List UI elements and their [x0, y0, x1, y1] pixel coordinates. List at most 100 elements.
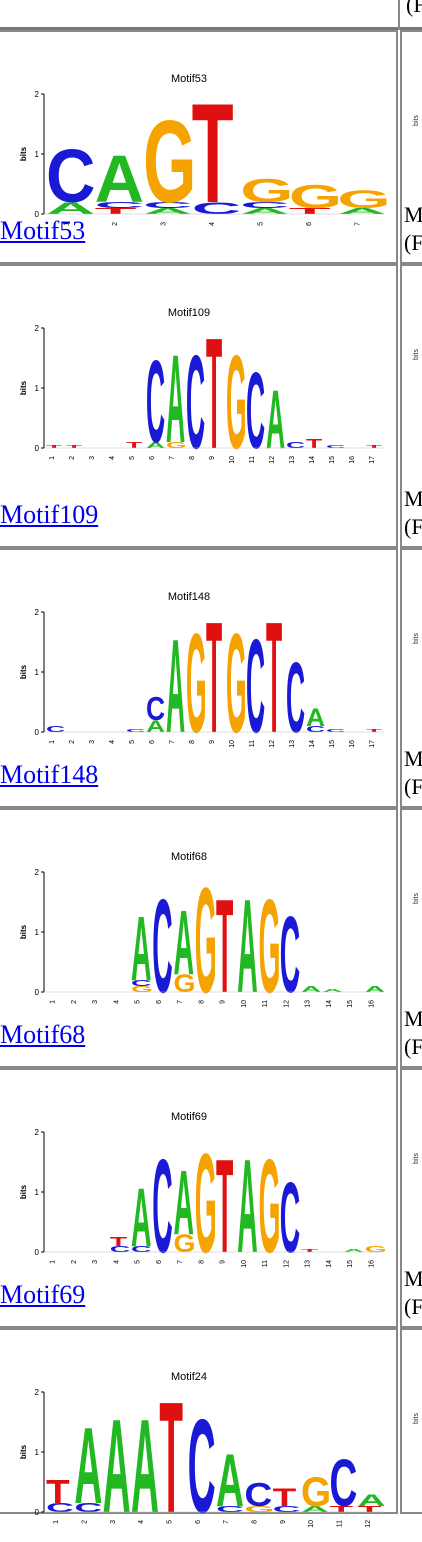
- y-tick-label: 0: [35, 1508, 40, 1517]
- motif-link[interactable]: Motif148: [0, 760, 99, 789]
- x-tick-label: 4: [138, 1520, 145, 1524]
- x-tick-label: 1: [49, 740, 56, 744]
- logo-letter-a: A: [237, 1133, 257, 1281]
- logo-letter-a: A: [266, 374, 285, 467]
- adjacent-y-axis-label: bits: [412, 893, 420, 904]
- x-tick-label: 5: [135, 1000, 142, 1004]
- logo-letter-g: G: [244, 1505, 274, 1514]
- x-tick-label: 10: [241, 1000, 248, 1008]
- logo-letter-g: G: [259, 1133, 281, 1281]
- logo-letter-c: C: [216, 1505, 244, 1514]
- logo-letter-g: G: [186, 604, 207, 762]
- x-tick-label: 13: [305, 1000, 312, 1008]
- x-tick-label: 7: [223, 1520, 230, 1524]
- x-tick-label: 3: [92, 1260, 99, 1264]
- logo-letter-c: C: [46, 135, 95, 219]
- logo-letter-c: C: [326, 728, 346, 733]
- logo-letter-g: G: [301, 1469, 331, 1516]
- x-tick-label: 12: [269, 740, 276, 748]
- logo-letter-c: C: [240, 201, 289, 210]
- logo-letter-t: T: [273, 1483, 297, 1511]
- logo-title: Motif24: [171, 1371, 207, 1383]
- x-tick-label: 9: [209, 740, 216, 744]
- x-tick-label: 9: [280, 1520, 287, 1524]
- logo-letter-g: G: [240, 172, 293, 209]
- adjacent-motif-cell: bits M (F: [400, 30, 422, 264]
- logo-letter-a: A: [131, 1172, 151, 1264]
- logo-letter-g: G: [166, 441, 187, 450]
- x-tick-label: 15: [347, 1000, 354, 1008]
- logo-title: Motif148: [168, 591, 210, 603]
- x-tick-label: 11: [262, 1000, 269, 1007]
- x-tick-label: 17: [369, 740, 376, 748]
- logo-title: Motif69: [171, 1111, 207, 1123]
- x-tick-label: 2: [71, 1260, 78, 1264]
- motif-link[interactable]: Motif109: [0, 500, 99, 529]
- logo-letter-a: A: [365, 985, 385, 994]
- motif-link[interactable]: Motif68: [0, 1020, 86, 1049]
- x-tick-label: 15: [347, 1260, 354, 1268]
- logo-letter-c: C: [329, 1446, 357, 1521]
- logo-letter-a: A: [95, 143, 144, 217]
- x-tick-label: 12: [283, 1000, 290, 1008]
- motif-link[interactable]: Motif53: [0, 216, 86, 245]
- x-tick-label: 6: [149, 740, 156, 744]
- logo-letter-a: A: [344, 1248, 365, 1253]
- logo-letter-t: T: [329, 1505, 353, 1514]
- logo-letter-t: T: [358, 1505, 382, 1514]
- x-tick-label: 1: [53, 1520, 60, 1524]
- x-tick-label: 3: [110, 1520, 117, 1524]
- adjacent-y-axis-label: bits: [412, 1153, 420, 1164]
- x-tick-label: 6: [195, 1520, 202, 1524]
- logo-letter-g: G: [289, 178, 342, 215]
- x-tick-label: 4: [109, 740, 116, 744]
- x-tick-label: 7: [355, 222, 362, 226]
- logo-letter-t: T: [46, 444, 63, 449]
- logo-letter-a: A: [174, 893, 194, 994]
- motif-row: Motif69 0 1 2 bits C T C A C G A G T A G C T A G 1 2 3 4 5 6 7 8 9 10…: [0, 1068, 422, 1328]
- x-tick-label: 1: [49, 456, 56, 460]
- y-tick-label: 1: [35, 384, 40, 393]
- logo-letter-c: C: [192, 199, 241, 218]
- logo-letter-c: C: [280, 893, 300, 1015]
- adjacent-motif-cell: bits M (F: [400, 808, 422, 1068]
- logo-letter-a: A: [301, 985, 321, 994]
- x-tick-label: 1: [50, 1260, 57, 1264]
- logo-letter-a: A: [74, 1406, 102, 1527]
- logo-letter-c: C: [131, 979, 151, 988]
- x-tick-label: 10: [241, 1260, 248, 1268]
- y-tick-label: 0: [35, 1248, 40, 1257]
- logo-letter-c: C: [286, 441, 305, 450]
- adjacent-motif-cell: bits: [400, 1328, 422, 1514]
- motif-link[interactable]: Motif69: [0, 1280, 86, 1309]
- x-tick-label: 2: [71, 1000, 78, 1004]
- logo-letter-t: T: [266, 590, 282, 762]
- logo-letter-t: T: [301, 1248, 319, 1253]
- motif-logo-cell: Motif148 0 1 2 bits C C A C A G T G C T C C A C T 1 2 3 4 5 6 7 8 9 1…: [0, 548, 398, 808]
- x-tick-label: 11: [249, 740, 256, 747]
- x-tick-label: 8: [252, 1520, 259, 1524]
- y-axis-label: bits: [19, 664, 28, 679]
- y-axis-label: bits: [19, 1444, 28, 1459]
- logo-letter-c: C: [280, 1161, 300, 1274]
- logo-letter-a: A: [174, 1153, 194, 1254]
- adjacent-motif-cell: bits M (F: [400, 1068, 422, 1328]
- adjacent-y-axis-label: bits: [412, 115, 420, 126]
- x-tick-label: 12: [365, 1520, 372, 1528]
- motif-logo-cell: Motif68 0 1 2 bits G C A C G A G T A G C A A A 1 2 3 4 5 6 7 8 9 10 1…: [0, 808, 398, 1068]
- logo-letter-t: T: [206, 590, 222, 762]
- x-tick-label: 11: [262, 1260, 269, 1267]
- logo-letter-a: A: [146, 717, 165, 736]
- x-tick-label: 3: [89, 456, 96, 460]
- logo-letter-g: G: [131, 985, 153, 994]
- motif-logo-cell: Motif24 0 1 2 bits C T C A A A T C C A G C C T A G T C T A 1 2 3 4 5 6…: [0, 1328, 398, 1542]
- logo-letter-c: C: [95, 201, 144, 210]
- logo-letter-c: C: [126, 728, 146, 733]
- y-tick-label: 1: [35, 1188, 40, 1197]
- adjacent-cell-text-line1: M: [404, 1266, 422, 1291]
- x-tick-label: 10: [229, 456, 236, 464]
- logo-letter-a: A: [237, 873, 257, 1021]
- logo-letter-c: C: [273, 1505, 301, 1514]
